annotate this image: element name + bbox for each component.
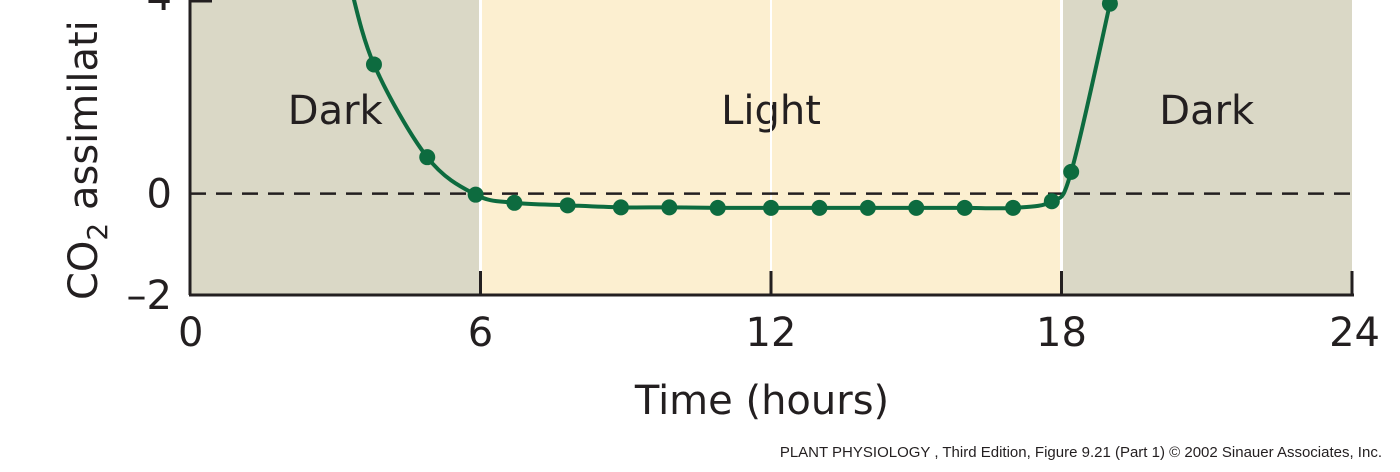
- x-tick-label-3: 18: [1036, 310, 1087, 356]
- y-tick-label-0: –2: [127, 273, 172, 319]
- y-tick-label-1: 0: [147, 172, 172, 218]
- x-tick-label-0: 0: [178, 310, 203, 356]
- y-axis-title: CO2 assimilati: [61, 20, 114, 300]
- data-point-1: [419, 149, 436, 166]
- y-axis-title-prefix: CO: [61, 241, 107, 300]
- x-axis-title: Time (hours): [634, 378, 889, 424]
- data-point-7: [709, 199, 726, 216]
- x-tick-label-2: 12: [746, 310, 797, 356]
- data-point-12: [956, 199, 973, 216]
- data-points: [365, 0, 1118, 216]
- data-point-15: [1063, 163, 1080, 180]
- region-dark-2: [1061, 0, 1352, 295]
- y-axis-title-suffix: assimilati: [61, 20, 107, 223]
- data-point-10: [859, 199, 876, 216]
- data-point-8: [763, 199, 779, 216]
- data-point-6: [661, 199, 678, 216]
- data-point-3: [506, 194, 523, 211]
- data-point-11: [908, 199, 925, 216]
- region-label-0: Dark: [288, 88, 384, 134]
- data-point-0: [365, 56, 382, 73]
- region-label-2: Dark: [1159, 88, 1255, 134]
- data-point-9: [811, 199, 828, 216]
- data-point-4: [559, 197, 576, 214]
- time-regions: Dark Light Dark: [190, 0, 1352, 295]
- axes: [188, 0, 1354, 297]
- data-point-13: [1005, 199, 1022, 216]
- region-dark-0: [190, 0, 481, 295]
- data-point-16: [1101, 0, 1118, 12]
- y-axis-title-subscript: 2: [81, 223, 114, 241]
- data-point-2: [467, 186, 484, 203]
- x-tick-label-1: 6: [468, 310, 493, 356]
- copyright-credit: PLANT PHYSIOLOGY , Third Edition, Figure…: [780, 444, 1382, 461]
- y-tick-label-2: 4: [147, 0, 172, 20]
- data-point-5: [612, 199, 629, 216]
- data-point-14: [1043, 193, 1060, 210]
- x-tick-label-4: 24: [1329, 310, 1380, 356]
